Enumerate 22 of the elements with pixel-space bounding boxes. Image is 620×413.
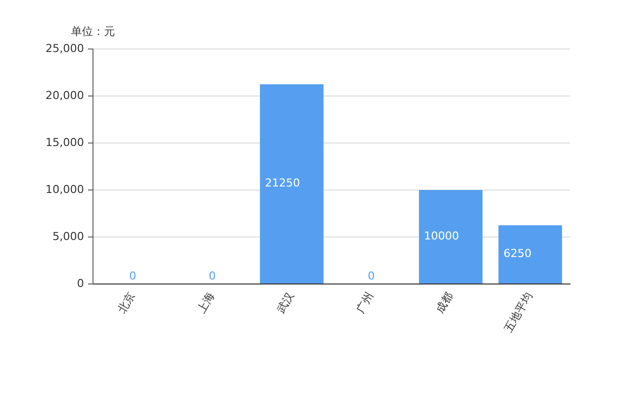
x-tick-label: 成都	[434, 290, 456, 316]
y-tick-label: 25,000	[46, 42, 84, 55]
y-tick-label: 10,000	[46, 182, 84, 196]
data-label: 0	[368, 269, 375, 282]
x-tick-label: 五地平均	[502, 290, 536, 334]
y-axis-title: 单位：元	[71, 24, 115, 38]
data-label: 0	[208, 269, 216, 282]
data-label: 6250	[503, 247, 532, 260]
data-label: 21250	[264, 176, 300, 190]
y-tick-label: 15,000	[46, 136, 84, 149]
y-tick-label: 5,000	[52, 230, 84, 243]
y-tick-label: 20,000	[46, 88, 84, 102]
bar	[498, 225, 562, 284]
bar	[260, 84, 324, 284]
x-tick-label: 上海	[195, 290, 218, 316]
y-tick-label: 0	[77, 276, 84, 290]
bar	[418, 190, 483, 284]
data-label: 0	[129, 269, 136, 282]
x-tick-label: 北京	[116, 290, 138, 316]
x-tick-label: 武汉	[274, 290, 297, 316]
x-tick-label: 广州	[354, 290, 376, 316]
data-label: 10000	[424, 230, 459, 243]
